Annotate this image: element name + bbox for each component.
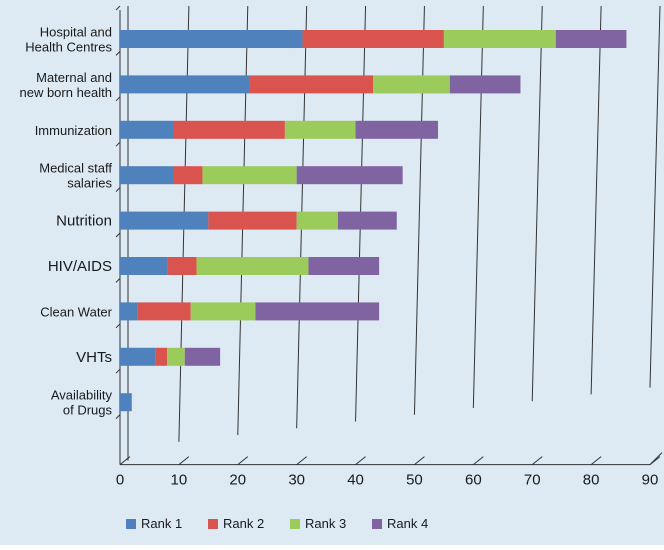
bar-segment	[284, 120, 356, 139]
bar-segment	[355, 120, 438, 139]
category-label: Health Centres	[25, 40, 112, 55]
x-tick	[355, 456, 366, 465]
category-label: Clean Water	[40, 304, 112, 319]
bar-segment	[173, 166, 203, 185]
x-tick	[237, 456, 249, 465]
category-label: HIV/AIDS	[48, 258, 112, 275]
y-tick	[115, 51, 121, 56]
x-tick	[119, 456, 131, 465]
gridline	[590, 5, 602, 395]
bar-segment	[208, 211, 297, 230]
category-label: of Drugs	[63, 403, 113, 418]
bar-segment	[296, 211, 338, 230]
bar-segment	[555, 30, 627, 48]
legend-label: Rank 2	[223, 516, 264, 531]
legend-swatch	[126, 519, 136, 529]
bar-segment	[443, 30, 556, 48]
y-tick	[115, 187, 121, 192]
y-tick	[115, 368, 121, 374]
bar-segment	[167, 257, 197, 275]
y-tick	[115, 278, 121, 283]
legend: Rank 1 Rank 2 Rank 3 Rank 4	[126, 516, 428, 531]
bar-segment	[184, 347, 221, 366]
bar-segment	[255, 302, 380, 321]
x-tick-labels: 0 10 20 30 40 50 60 70 80 90	[116, 472, 659, 489]
x-tick-label: 70	[524, 472, 541, 489]
axis-corner	[649, 452, 663, 465]
x-tick-label: 80	[583, 472, 600, 489]
category-label: Maternal and	[36, 70, 112, 85]
bar-segment	[120, 75, 250, 94]
x-tick	[296, 456, 307, 465]
x-tick-label: 50	[406, 472, 423, 489]
bar-segment	[308, 257, 380, 275]
bar-segment	[120, 347, 156, 366]
bars	[120, 30, 627, 412]
x-tick	[414, 456, 425, 465]
legend-label: Rank 1	[141, 516, 182, 531]
bar-segment	[373, 75, 450, 94]
y-tick	[115, 5, 121, 11]
bar-segment	[120, 30, 303, 48]
category-label: Nutrition	[56, 213, 112, 230]
gridline	[472, 5, 484, 408]
bar-segment	[302, 30, 444, 48]
bar-segment	[196, 257, 309, 275]
x-tick-label: 20	[229, 472, 246, 489]
y-tick	[115, 96, 121, 102]
bar-segment	[120, 120, 173, 139]
x-tick	[590, 456, 602, 465]
bar-segment	[120, 166, 173, 185]
bar-segment	[249, 75, 374, 94]
legend-swatch	[372, 519, 382, 529]
x-tick	[178, 456, 190, 465]
bar-segment	[202, 166, 297, 185]
bar-segment	[120, 257, 168, 275]
y-tick	[115, 323, 121, 329]
bar-segment	[167, 347, 185, 366]
category-label: Medical staff	[39, 161, 112, 176]
y-tick	[115, 414, 121, 419]
x-tick-label: 10	[171, 472, 188, 489]
bar-segment	[190, 302, 256, 321]
category-label: Availability	[51, 388, 113, 403]
gridline	[531, 5, 543, 402]
gridline	[649, 5, 661, 388]
bar-segment	[337, 211, 397, 230]
category-label: Immunization	[35, 123, 112, 138]
bar-segment	[155, 347, 168, 366]
bar-segment	[296, 166, 403, 185]
legend-label: Rank 3	[305, 516, 346, 531]
bar-segment	[120, 302, 138, 321]
x-tick	[531, 456, 543, 465]
category-label: salaries	[67, 176, 112, 191]
category-label: Hospital and	[40, 25, 112, 40]
bar-segment	[173, 120, 285, 139]
x-tick-label: 60	[465, 472, 482, 489]
x-tick-label: 30	[288, 472, 305, 489]
category-label: new born health	[19, 85, 112, 100]
x-tick	[473, 456, 484, 465]
y-tick	[115, 141, 121, 147]
bar-segment	[120, 393, 132, 412]
gridline	[413, 5, 425, 415]
legend-swatch	[290, 519, 300, 529]
bar-segment	[449, 75, 521, 94]
y-tick	[115, 232, 121, 238]
legend-swatch	[208, 519, 218, 529]
x-tick-label: 0	[116, 472, 124, 489]
legend-label: Rank 4	[387, 516, 428, 531]
category-label: VHTs	[76, 349, 112, 366]
bar-segment	[137, 302, 191, 321]
x-tick-label: 90	[642, 472, 659, 489]
bar-segment	[120, 211, 209, 230]
x-tick-label: 40	[347, 472, 364, 489]
